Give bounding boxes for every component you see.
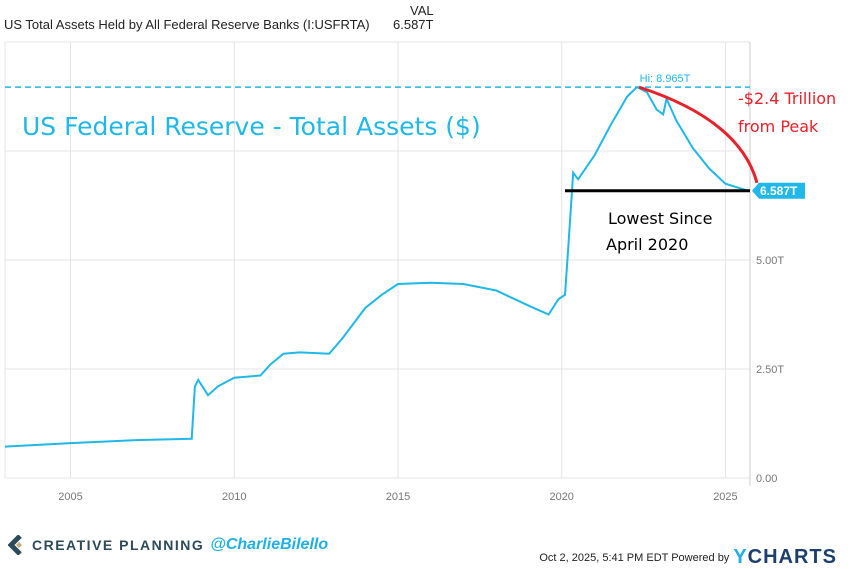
x-tick-label: 2020 [549, 491, 573, 503]
val-value: 6.587T [393, 17, 434, 32]
ycharts-logo: YCHARTS [733, 546, 837, 569]
ycharts-rest: CHARTS [747, 546, 837, 568]
drop-text-2: from Peak [738, 117, 819, 136]
drop-text-1: -$2.4 Trillion [738, 89, 836, 108]
twitter-handle: @CharlieBilello [210, 536, 329, 553]
last-value-label: 6.587T [760, 184, 798, 198]
y-tick-label: 2.50T [756, 364, 784, 376]
x-tick-label: 2015 [386, 491, 410, 503]
series-line [4, 85, 749, 448]
chart-title: US Federal Reserve - Total Assets ($) [22, 112, 481, 141]
red-drop-arrow [638, 85, 759, 184]
high-label: Hi: 8.965T [640, 73, 691, 85]
val-header: VAL [410, 3, 434, 18]
x-tick-label: 2025 [713, 491, 737, 503]
y-tick-label: 0.00 [756, 473, 777, 485]
low-text-2: April 2020 [606, 235, 688, 254]
ycharts-y: Y [733, 546, 748, 568]
creative-planning-brand: CREATIVE PLANNING @CharlieBilello [8, 535, 328, 555]
timestamp: Oct 2, 2025, 5:41 PM EDT Powered by [539, 551, 730, 564]
x-tick-label: 2005 [58, 491, 82, 503]
y-tick-label: 5.00T [756, 255, 784, 267]
creative-planning-logo-icon [8, 535, 22, 555]
footer: Oct 2, 2025, 5:41 PM EDT Powered by YCHA… [539, 546, 837, 569]
x-tick-label: 2010 [222, 491, 246, 503]
last-value-badge [752, 182, 805, 199]
brand-name: CREATIVE PLANNING [32, 537, 205, 553]
chart-header-title: US Total Assets Held by All Federal Rese… [4, 17, 370, 32]
low-text-1: Lowest Since [608, 209, 712, 228]
